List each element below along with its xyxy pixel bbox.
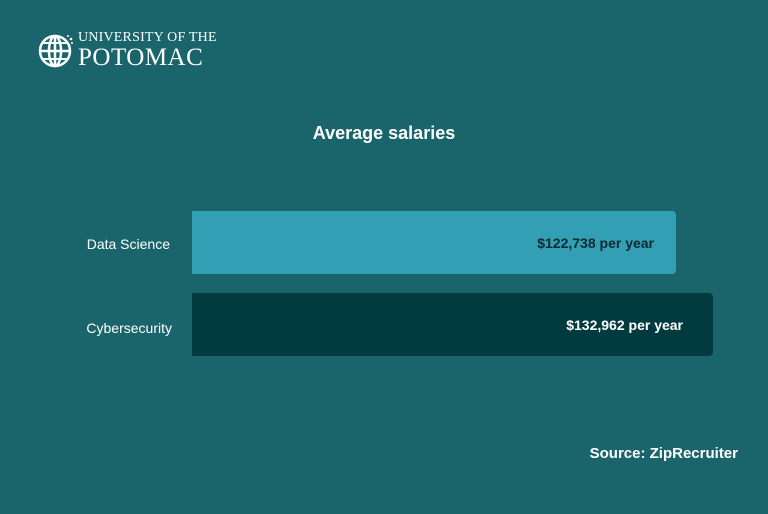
logo-line1: UNIVERSITY OF THE bbox=[78, 30, 217, 45]
bar-value-data-science: $122,738 per year bbox=[537, 234, 654, 251]
bar-cybersecurity: $132,962 per year bbox=[192, 293, 713, 356]
logo-line2: POTOMAC bbox=[78, 44, 204, 71]
source-note: Source: ZipRecruiter bbox=[589, 445, 738, 462]
bar-label-cybersecurity: Cybersecurity bbox=[86, 320, 172, 336]
bar-data-science: $122,738 per year bbox=[192, 211, 676, 274]
bar-value-cybersecurity: $132,962 per year bbox=[566, 316, 683, 333]
chart-title: Average salaries bbox=[312, 123, 456, 143]
globe-icon bbox=[38, 34, 73, 67]
university-logo: UNIVERSITY OF THE POTOMAC bbox=[38, 31, 217, 70]
bar-label-data-science: Data Science bbox=[86, 236, 170, 252]
